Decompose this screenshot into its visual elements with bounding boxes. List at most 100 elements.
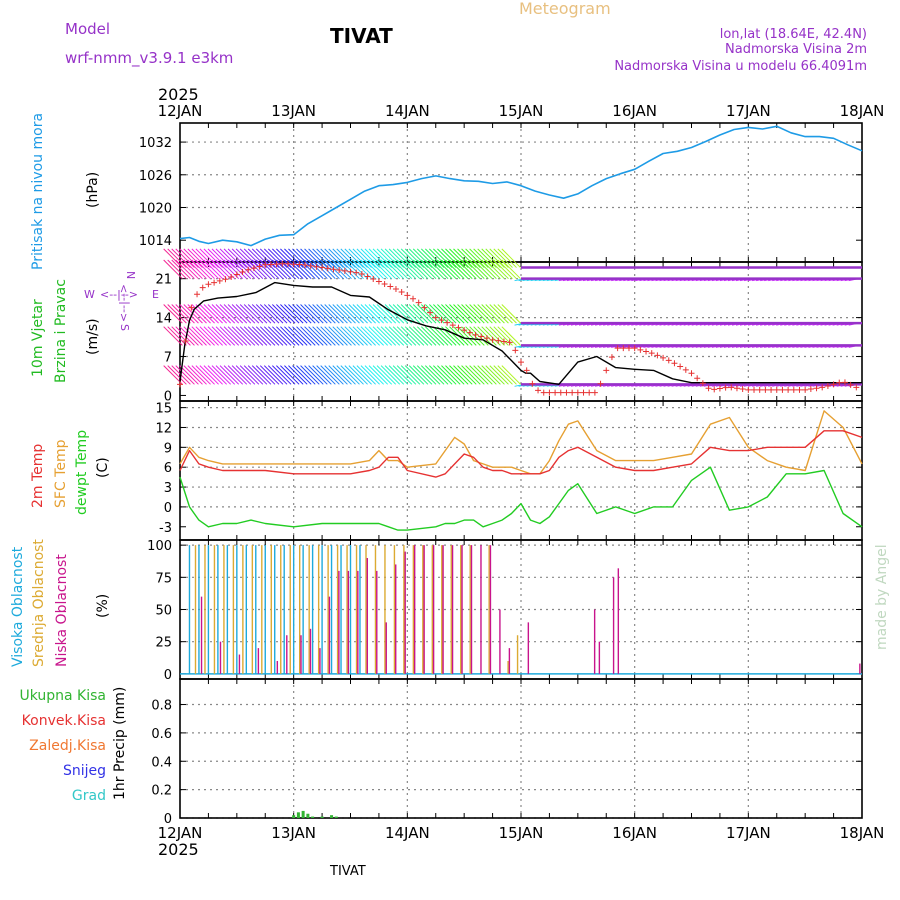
wind-barb — [501, 259, 521, 280]
wind-barb — [493, 365, 513, 385]
wind-barb — [356, 248, 376, 268]
gust-marker — [211, 279, 218, 286]
wind-barb — [239, 248, 260, 268]
wind-barb — [348, 326, 368, 346]
wind-barb — [336, 304, 356, 324]
gust-marker — [705, 385, 712, 392]
wind-barb — [497, 304, 517, 324]
wind-barb — [316, 365, 336, 385]
y-tick-label: 12 — [155, 421, 172, 436]
panel-1: 1014 1020 1026 1032 — [139, 122, 863, 263]
wind-barb — [352, 326, 372, 346]
wind-barb — [453, 326, 473, 346]
wind-barb — [219, 304, 240, 324]
panel-frame — [179, 122, 863, 263]
wind-barb — [344, 365, 364, 385]
y-tick-label: 21 — [155, 273, 172, 288]
wind-barb — [259, 259, 280, 280]
elevation-label: Nadmorska Visina 2m — [725, 42, 867, 57]
wind-barb — [344, 248, 364, 268]
wind-barb — [465, 326, 485, 346]
gust-marker — [392, 285, 399, 292]
year-bottom: 2025 — [158, 840, 199, 859]
wind-barb — [501, 326, 521, 346]
x-tick-label-top: 17JAN — [726, 102, 771, 120]
wind-barb — [412, 365, 433, 385]
wind-barb — [171, 259, 191, 280]
wind-barb — [360, 304, 380, 324]
wind-barb — [308, 304, 328, 324]
legend-snow: Snijeg — [63, 763, 106, 779]
wind-barb — [372, 326, 393, 346]
wind-barb — [416, 326, 437, 346]
wind-barb — [429, 365, 449, 385]
wind-barb — [493, 304, 513, 324]
gust-marker — [182, 337, 189, 344]
y-tick-label: 75 — [155, 571, 172, 586]
wind-barb — [247, 365, 268, 385]
wind-barb — [376, 326, 397, 346]
wind-barb — [320, 326, 340, 346]
wind-barb — [195, 259, 215, 280]
wind-barb — [255, 259, 276, 280]
wind-barb — [497, 326, 517, 346]
wind-barb — [292, 304, 312, 324]
wind-barb — [280, 365, 300, 385]
legend-total-rain: Ukupna Kisa — [19, 688, 106, 704]
wind-barb — [267, 248, 288, 268]
wind-barb — [457, 304, 477, 324]
wind-barb — [175, 365, 195, 385]
gust-marker — [353, 269, 360, 276]
wind-barb — [360, 326, 380, 346]
wind-barb — [461, 304, 481, 324]
wind-barb — [179, 326, 199, 346]
wind-barb — [280, 259, 300, 280]
wind-barb — [348, 259, 368, 280]
wind-barb — [308, 365, 328, 385]
wind-barb — [344, 326, 364, 346]
wind-barb — [276, 365, 296, 385]
gust-marker — [455, 324, 462, 331]
gust-marker — [245, 266, 252, 273]
gust-marker — [745, 386, 752, 393]
y-tick-label: 0 — [164, 501, 172, 516]
gust-marker — [302, 262, 309, 269]
wind-barb — [501, 304, 521, 324]
wind-barb — [272, 365, 292, 385]
wind-barb — [320, 304, 340, 324]
wind-barb — [384, 304, 405, 324]
wind-barb — [300, 365, 320, 385]
legend-conv-rain: Konvek.Kisa — [22, 713, 106, 729]
wind-barb — [280, 326, 300, 346]
gust-marker — [296, 261, 303, 268]
wind-barb — [243, 326, 264, 346]
wind-barb — [235, 248, 256, 268]
wind-barb — [376, 259, 397, 280]
wind-barb — [328, 365, 348, 385]
pressure-line — [179, 125, 863, 247]
y-tick-label: 100 — [147, 539, 172, 554]
cloud-name-label-2: Srednja Oblacnost — [31, 539, 47, 667]
wind-barb — [489, 304, 509, 324]
wind-barb — [223, 326, 244, 346]
wind-barb — [384, 326, 405, 346]
wind-barb — [304, 304, 324, 324]
wind-barb — [227, 259, 248, 280]
wind-barb — [167, 248, 187, 268]
wind-barb — [437, 248, 457, 268]
wind-barb — [388, 365, 409, 385]
wind-barb — [416, 304, 437, 324]
gust-marker — [790, 386, 797, 393]
wind-barb — [296, 326, 316, 346]
wind-barb — [243, 304, 264, 324]
wind-barb — [392, 259, 413, 280]
wind-barb — [473, 248, 493, 268]
wind-barb — [356, 365, 376, 385]
y-tick-label: 25 — [155, 636, 172, 651]
x-tick-label-bottom: 16JAN — [612, 824, 657, 842]
wind-barb — [288, 248, 308, 268]
gust-marker — [444, 319, 451, 326]
y-tick-label: 1020 — [139, 201, 172, 216]
wind-barb — [312, 248, 332, 268]
gust-marker — [518, 359, 524, 366]
